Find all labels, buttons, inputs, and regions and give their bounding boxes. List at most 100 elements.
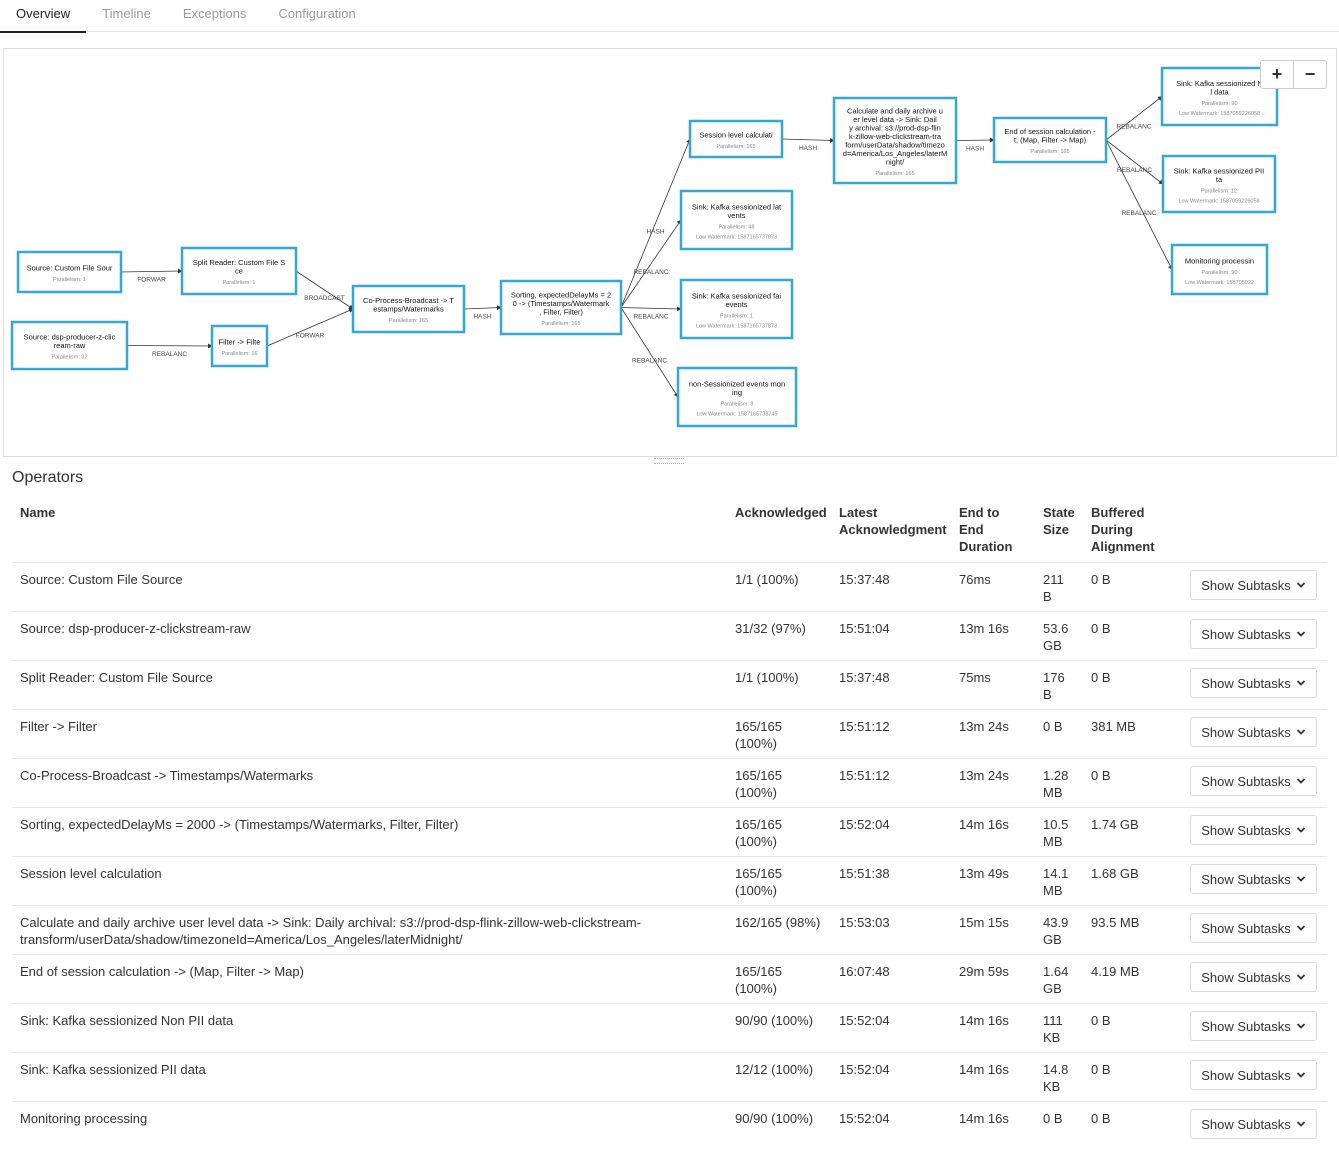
tab[interactable]: Timeline <box>86 0 167 31</box>
action-cell: Show Subtasks <box>1190 759 1327 808</box>
cell: 162/165 (98%) <box>727 906 831 955</box>
cell: 176 B <box>1035 661 1083 710</box>
cell: 15:51:12 <box>831 710 951 759</box>
zoom-in-button[interactable]: + <box>1261 61 1294 88</box>
cell: Filter -> Filter <box>12 710 727 759</box>
graph-node[interactable]: Sink: Kafka sessionized faieventsParalle… <box>681 280 792 338</box>
zoom-out-button[interactable]: − <box>1294 61 1326 88</box>
node-parallelism: Parallelism: 8 <box>720 402 753 408</box>
show-subtasks-button[interactable]: Show Subtasks <box>1190 1060 1317 1090</box>
show-subtasks-button[interactable]: Show Subtasks <box>1190 864 1317 894</box>
show-subtasks-button[interactable]: Show Subtasks <box>1190 1011 1317 1041</box>
cell: 13m 24s <box>951 710 1035 759</box>
section-title: Operators <box>12 469 83 487</box>
button-label: Show Subtasks <box>1201 676 1291 691</box>
graph-node[interactable]: Sink: Kafka sessionized latventsParallel… <box>681 191 792 249</box>
action-cell: Show Subtasks <box>1190 710 1327 759</box>
node-title: events <box>725 300 747 309</box>
show-subtasks-button[interactable]: Show Subtasks <box>1190 1109 1317 1139</box>
cell: 15:52:04 <box>831 1053 951 1102</box>
tab[interactable]: Overview <box>0 0 86 33</box>
action-cell: Show Subtasks <box>1190 906 1327 955</box>
cell: Monitoring processing <box>12 1102 727 1150</box>
graph-node[interactable]: non-Sessionized events moningParallelism… <box>678 368 796 426</box>
chevron-icon <box>1296 1119 1306 1129</box>
tab[interactable]: Exceptions <box>167 0 263 31</box>
graph-node[interactable]: Split Reader: Custom File SceParallelism… <box>182 248 296 294</box>
cell: Split Reader: Custom File Source <box>12 661 727 710</box>
node-parallelism: Parallelism: 32 <box>51 355 87 361</box>
button-label: Show Subtasks <box>1201 921 1291 936</box>
button-label: Show Subtasks <box>1201 725 1291 740</box>
graph-node[interactable]: Calculate and daily archive uer level da… <box>834 98 956 183</box>
graph-node[interactable]: Sorting, expectedDelayMs = 20 -> (Timest… <box>501 281 621 334</box>
cell: 381 MB <box>1083 710 1190 759</box>
operator-row: Co-Process-Broadcast -> Timestamps/Water… <box>12 759 1327 808</box>
cell: 15m 15s <box>951 906 1035 955</box>
graph-node[interactable]: Co-Process-Broadcast -> Testamps/Waterma… <box>353 286 464 332</box>
node-parallelism: Parallelism: 165 <box>389 318 428 324</box>
action-cell: Show Subtasks <box>1190 563 1327 612</box>
action-cell: Show Subtasks <box>1190 1102 1327 1150</box>
cell: 13m 24s <box>951 759 1035 808</box>
show-subtasks-button[interactable]: Show Subtasks <box>1190 962 1317 992</box>
show-subtasks-button[interactable]: Show Subtasks <box>1190 913 1317 943</box>
show-subtasks-button[interactable]: Show Subtasks <box>1190 619 1317 649</box>
graph-node[interactable]: Sink: Kafka sessionized PIItaParallelism… <box>1163 156 1275 212</box>
node-title: ce <box>235 267 243 276</box>
action-cell: Show Subtasks <box>1190 612 1327 661</box>
cell: 165/165 (100%) <box>727 759 831 808</box>
tab[interactable]: Configuration <box>262 0 371 31</box>
cell: 29m 59s <box>951 955 1035 1004</box>
cell: 0 B <box>1083 1053 1190 1102</box>
node-title: ream-raw <box>54 341 86 350</box>
node-title: Session level calculati <box>699 130 773 139</box>
node-title: , Filter, Filter) <box>539 307 583 316</box>
cell: Source: dsp-producer-z-clickstream-raw <box>12 612 727 661</box>
chevron <box>1297 583 1304 587</box>
node-watermark: Low Watermark: 158705922 <box>1185 280 1254 286</box>
button-label: Show Subtasks <box>1201 823 1291 838</box>
show-subtasks-button[interactable]: Show Subtasks <box>1190 717 1317 747</box>
cell: 1/1 (100%) <box>727 661 831 710</box>
cell: 1.68 GB <box>1083 857 1190 906</box>
zoom-controls: + − <box>1260 60 1327 89</box>
graph-node[interactable]: Source: dsp-producer-z-clicream-rawParal… <box>12 322 127 369</box>
resize-handle[interactable] <box>654 458 684 464</box>
cell: 0 B <box>1083 563 1190 612</box>
cell: 165/165 (100%) <box>727 955 831 1004</box>
cell: 1/1 (100%) <box>727 563 831 612</box>
node-title: Monitoring processin <box>1185 256 1254 265</box>
node-watermark: Low Watermark: 1587059226058 <box>1178 199 1259 205</box>
edge-label: HASH <box>473 313 491 320</box>
show-subtasks-button[interactable]: Show Subtasks <box>1190 766 1317 796</box>
edge-label: HASH <box>799 145 817 152</box>
column-header: State Size <box>1035 496 1083 563</box>
node-title: vents <box>728 211 746 220</box>
chevron-icon <box>1296 972 1306 982</box>
graph-node[interactable]: End of session calculation -t; (Map, Fil… <box>994 118 1106 162</box>
show-subtasks-button[interactable]: Show Subtasks <box>1190 815 1317 845</box>
graph-edge <box>1106 97 1162 141</box>
edge-label: FORWAR <box>296 333 325 340</box>
show-subtasks-button[interactable]: Show Subtasks <box>1190 668 1317 698</box>
cell: 53.6 GB <box>1035 612 1083 661</box>
button-label: Show Subtasks <box>1201 627 1291 642</box>
graph-edge <box>956 140 994 141</box>
cell: 15:37:48 <box>831 563 951 612</box>
column-header-spacer <box>1190 496 1327 563</box>
operator-row: Calculate and daily archive user level d… <box>12 906 1327 955</box>
cell: Co-Process-Broadcast -> Timestamps/Water… <box>12 759 727 808</box>
cell: 0 B <box>1083 612 1190 661</box>
show-subtasks-button[interactable]: Show Subtasks <box>1190 570 1317 600</box>
cell: Session level calculation <box>12 857 727 906</box>
